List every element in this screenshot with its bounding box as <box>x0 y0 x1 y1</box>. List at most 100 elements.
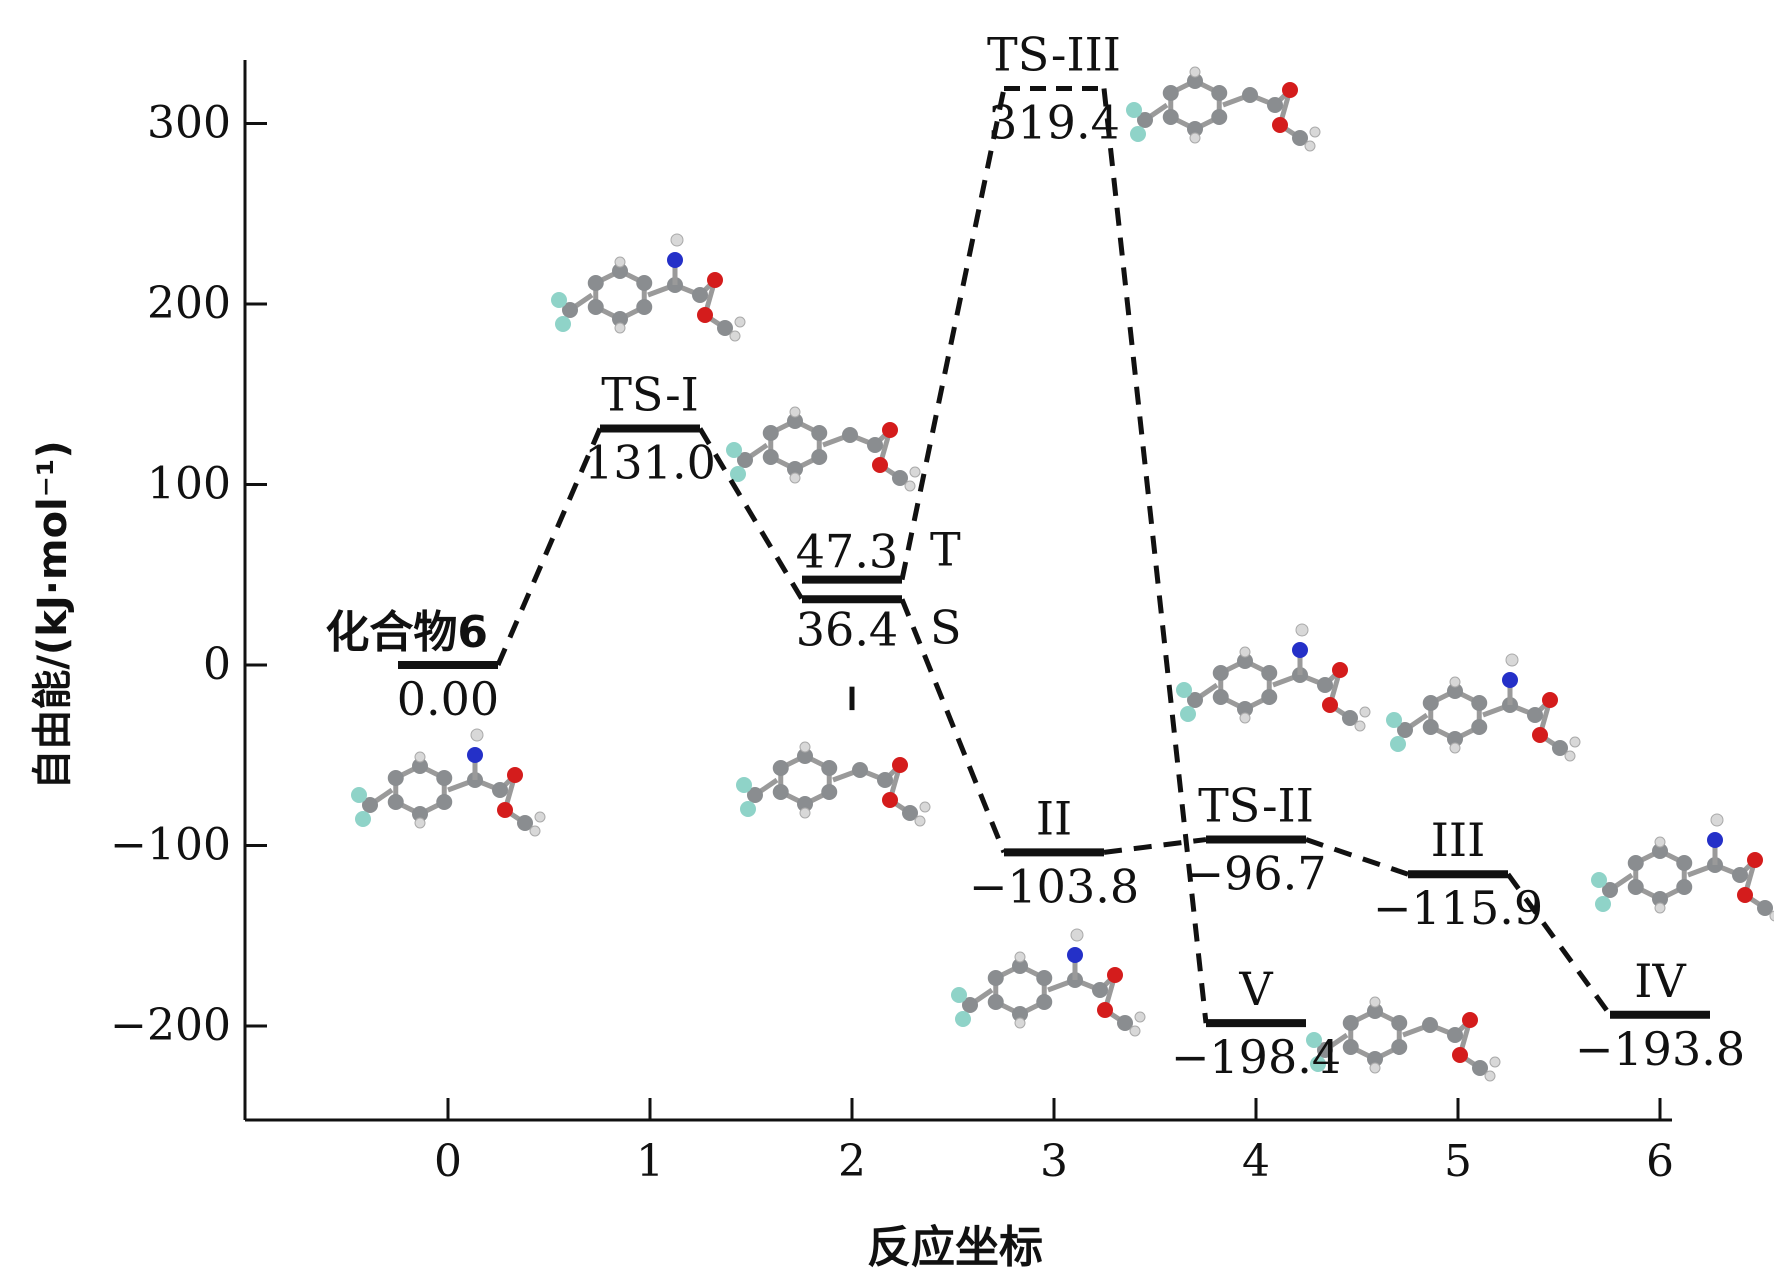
carbon-atom <box>1317 677 1333 693</box>
carbon-atom <box>1137 112 1153 128</box>
oxygen-atom <box>697 307 713 323</box>
carbon-atom <box>797 796 813 812</box>
level-name-label: TS-I <box>601 368 699 422</box>
carbon-atom <box>1652 891 1668 907</box>
carbon-atom <box>636 275 653 291</box>
level-value-label: 131.0 <box>584 436 716 490</box>
hydrogen-atom <box>1489 1056 1501 1068</box>
y-tick-label: −200 <box>110 1000 231 1051</box>
fluorine-atom <box>1306 1032 1322 1048</box>
carbon-atom <box>436 794 453 810</box>
hydrogen-atom <box>1710 813 1724 827</box>
hydrogen-atom <box>914 815 926 827</box>
carbon-atom <box>1652 843 1668 859</box>
carbon-atom <box>387 770 404 786</box>
carbon-atom <box>717 320 733 336</box>
level-name-label: TS-II <box>1198 779 1314 833</box>
carbon-atom <box>1237 653 1253 669</box>
oxygen-atom <box>1107 967 1123 983</box>
carbon-atom <box>747 787 763 803</box>
carbon-atom <box>1212 689 1229 705</box>
connector-ts1-s <box>697 427 805 601</box>
carbon-atom <box>772 760 789 776</box>
hydrogen-atom <box>1505 653 1519 667</box>
x-tick-label: 3 <box>1040 1136 1068 1187</box>
carbon-atom <box>1036 970 1053 986</box>
level-name-label: S <box>930 600 962 654</box>
carbon-atom <box>877 772 893 788</box>
carbon-atom <box>387 794 404 810</box>
level-value-label: 36.4 <box>796 602 898 656</box>
carbon-atom <box>587 275 604 291</box>
hydrogen-atom <box>614 256 626 268</box>
carbon-atom <box>762 449 779 465</box>
level-value-label: 47.3 <box>796 525 898 579</box>
fluorine-atom <box>355 811 371 827</box>
carbon-atom <box>517 815 533 831</box>
carbon-atom <box>737 452 753 468</box>
hydrogen-atom <box>1369 996 1381 1008</box>
fluorine-atom <box>951 987 967 1003</box>
y-axis-title: 自由能/(kJ·mol⁻¹) <box>30 440 76 789</box>
oxygen-atom <box>1332 662 1348 678</box>
carbon-atom <box>1602 882 1618 898</box>
hydrogen-atom <box>1449 742 1461 754</box>
carbon-atom <box>787 461 803 477</box>
fluorine-atom <box>1180 706 1196 722</box>
carbon-atom <box>1676 879 1693 895</box>
hydrogen-atom <box>789 406 801 418</box>
carbon-atom <box>1187 692 1203 708</box>
hydrogen-atom <box>614 322 626 334</box>
oxygen-atom <box>872 457 888 473</box>
y-tick-label: 100 <box>147 459 231 510</box>
connector-s-ii <box>899 598 1007 854</box>
fluorine-atom <box>555 316 571 332</box>
molecule-v <box>1306 996 1501 1082</box>
carbon-atom <box>1092 982 1108 998</box>
oxygen-atom <box>882 792 898 808</box>
hydrogen-atom <box>414 751 426 763</box>
carbon-atom <box>1342 1015 1359 1031</box>
carbon-atom <box>1527 707 1543 723</box>
oxygen-atom <box>882 422 898 438</box>
hydrogen-atom <box>1449 676 1461 688</box>
connector-ts2-iii <box>1305 837 1409 877</box>
carbon-atom <box>772 784 789 800</box>
hydrogen-atom <box>1309 126 1321 138</box>
carbon-atom <box>1627 855 1644 871</box>
oxygen-atom <box>1452 1047 1468 1063</box>
oxygen-atom <box>1747 852 1763 868</box>
carbon-atom <box>1211 85 1228 101</box>
x-tick-label: 4 <box>1242 1136 1270 1187</box>
carbon-atom <box>412 806 428 822</box>
hydrogen-atom <box>1569 736 1581 748</box>
level-value-label: 0.00 <box>397 672 499 726</box>
fluorine-atom <box>551 292 567 308</box>
fluorine-atom <box>351 787 367 803</box>
oxygen-atom <box>1097 1002 1113 1018</box>
carbon-atom <box>811 425 828 441</box>
carbon-atom <box>1212 665 1229 681</box>
molecule-ts1 <box>551 233 746 342</box>
carbon-atom <box>1422 719 1439 735</box>
hydrogen-atom <box>1369 1062 1381 1074</box>
carbon-atom <box>1552 740 1568 756</box>
hydrogen-atom <box>1304 140 1316 152</box>
carbon-atom <box>1367 1051 1383 1067</box>
carbon-atom <box>612 263 628 279</box>
hydrogen-atom <box>1014 1017 1026 1029</box>
carbon-atom <box>1187 73 1203 89</box>
hydrogen-atom <box>1134 1011 1146 1023</box>
carbon-atom <box>1267 97 1283 113</box>
carbon-atom <box>1447 683 1463 699</box>
level-value-label: −115.9 <box>1373 881 1543 935</box>
hydrogen-atom <box>1189 66 1201 78</box>
carbon-atom <box>1211 109 1228 125</box>
hydrogen-atom <box>734 316 746 328</box>
carbon-atom <box>362 797 378 813</box>
hydrogen-atom <box>1654 902 1666 914</box>
level-value-label: −103.8 <box>969 859 1139 913</box>
hydrogen-atom <box>529 825 541 837</box>
carbon-atom <box>987 994 1004 1010</box>
carbon-atom <box>1391 1039 1408 1055</box>
